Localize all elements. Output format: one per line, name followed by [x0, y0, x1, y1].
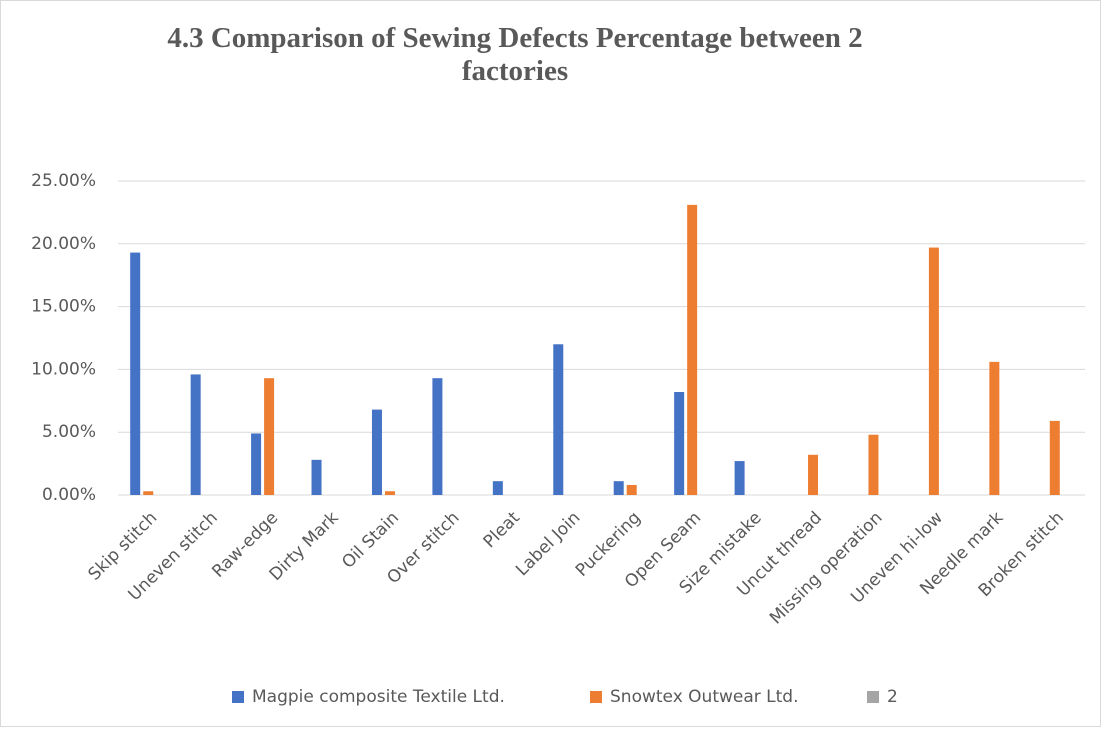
bar — [130, 252, 141, 495]
bar — [734, 461, 745, 495]
bar — [928, 247, 939, 495]
x-tick-label: Pleat — [480, 508, 524, 552]
bar — [492, 481, 503, 495]
bar — [553, 344, 564, 495]
bar — [626, 484, 637, 495]
x-tick-label: Missing operation — [766, 508, 887, 629]
y-tick-label: 15.00% — [31, 297, 96, 317]
bar — [251, 433, 262, 495]
bar — [311, 459, 322, 495]
legend-swatch — [232, 691, 244, 703]
legend-swatch — [867, 691, 879, 703]
bar — [371, 409, 382, 495]
bar — [264, 378, 275, 495]
bar — [687, 204, 698, 495]
chart-title: 4.3 Comparison of Sewing Defects Percent… — [167, 22, 863, 87]
legend-label: Snowtex Outwear Ltd. — [610, 687, 799, 707]
legend-label: 2 — [887, 687, 898, 707]
bar — [1049, 420, 1060, 495]
legend-swatch — [590, 691, 602, 703]
y-tick-label: 20.00% — [31, 234, 96, 254]
y-tick-label: 5.00% — [42, 422, 96, 442]
bar — [432, 378, 443, 495]
bar — [613, 481, 624, 495]
bar — [808, 454, 819, 495]
legend-label: Magpie composite Textile Ltd. — [252, 687, 505, 707]
bar — [868, 434, 879, 495]
bar — [674, 392, 685, 495]
bar — [143, 491, 154, 495]
y-tick-label: 0.00% — [42, 485, 96, 505]
y-tick-label: 25.00% — [31, 171, 96, 191]
y-tick-label: 10.00% — [31, 359, 96, 379]
bar — [384, 491, 395, 495]
bar — [190, 374, 201, 495]
bar — [989, 361, 1000, 495]
